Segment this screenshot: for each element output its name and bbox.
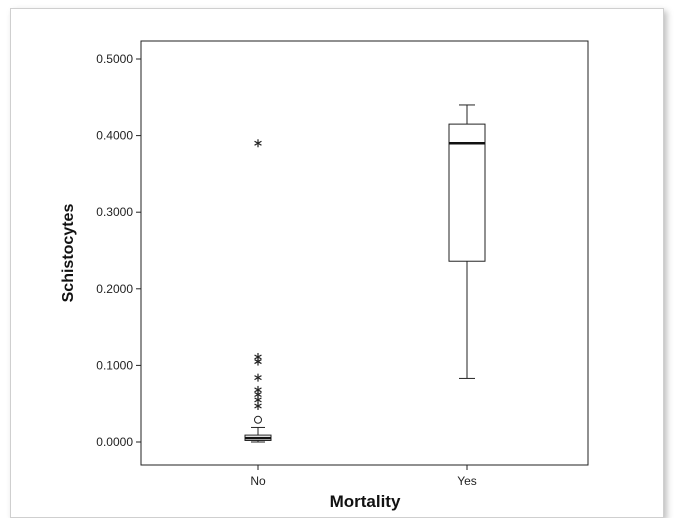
box-yes: [448, 104, 486, 379]
outlier-star-stroke: [254, 375, 262, 381]
figure-frame: 0.0000 0.1000 0.2000 0.3000 0.4000 0.5000 No Y…: [10, 8, 664, 518]
y-tick-label: 0.1000: [96, 358, 133, 372]
y-axis-title: Schistocytes: [60, 204, 77, 303]
outlier-star: [254, 385, 262, 394]
y-tick-label: 0.5000: [96, 52, 133, 66]
outlier-star-stroke: [254, 140, 262, 146]
y-tick-label: 0.4000: [96, 129, 133, 143]
outlier-star-stroke: [254, 391, 262, 398]
outlier-star-stroke: [254, 397, 262, 403]
plot-area: [140, 40, 589, 466]
x-tick-label: No: [250, 474, 266, 488]
x-tick-label: Yes: [457, 474, 477, 488]
outlier-star: [254, 373, 262, 382]
outlier-star-stroke: [254, 359, 262, 365]
y-tick-label: 0.3000: [96, 205, 133, 219]
x-axis-title: Mortality: [330, 492, 401, 511]
outlier-star: [254, 352, 262, 361]
boxes: [244, 104, 486, 443]
outlier-star-stroke: [254, 387, 262, 393]
outlier-star-stroke: [254, 403, 262, 409]
x-axis: No Yes: [250, 465, 477, 488]
outlier-star: [254, 139, 262, 148]
box-no: [244, 139, 272, 443]
outlier-star-stroke: [254, 354, 262, 360]
y-tick-label: 0.2000: [96, 282, 133, 296]
box-iqr: [448, 123, 486, 262]
outlier-circle: [254, 415, 262, 424]
y-axis: 0.0000 0.1000 0.2000 0.3000 0.4000 0.5000: [96, 52, 141, 449]
y-tick-label: 0.0000: [96, 435, 133, 449]
box-plot: 0.0000 0.1000 0.2000 0.3000 0.4000 0.5000 No Y…: [60, 40, 589, 511]
